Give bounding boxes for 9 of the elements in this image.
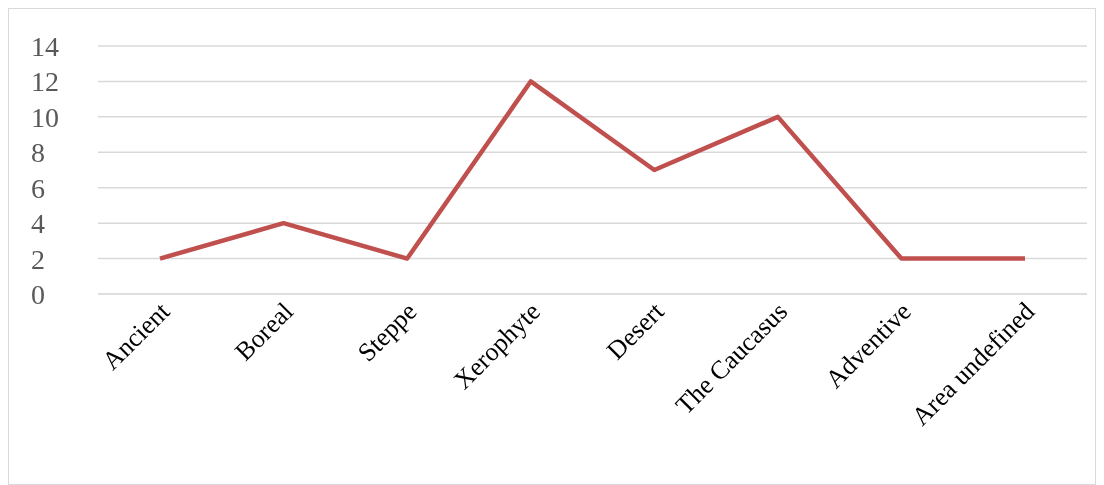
y-tick-label: 4 — [31, 208, 45, 240]
y-tick-label: 2 — [31, 243, 45, 275]
y-tick-label: 12 — [31, 66, 59, 98]
y-tick-label: 10 — [31, 101, 59, 133]
y-tick-label: 6 — [31, 172, 45, 204]
y-tick-label: 14 — [31, 31, 59, 62]
y-tick-label: 8 — [31, 137, 45, 169]
line-series — [157, 79, 1028, 261]
y-tick-label: 0 — [31, 279, 45, 310]
